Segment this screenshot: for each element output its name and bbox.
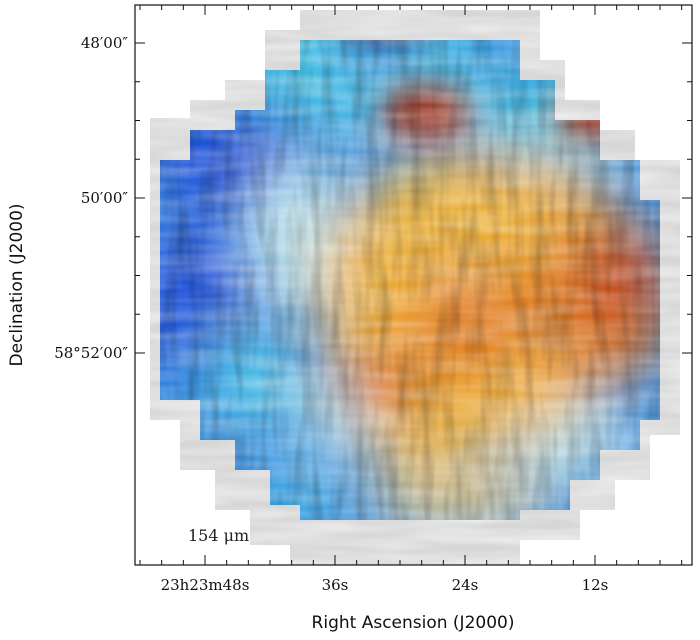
- x-tick-label: 12s: [582, 576, 609, 594]
- x-axis: 23h23m48s 36s 24s 12s: [139, 5, 683, 594]
- y-tick-label: 48′00″: [81, 34, 129, 52]
- y-tick-label: 50′00″: [81, 189, 129, 207]
- dust-emission-map: [150, 10, 680, 565]
- x-tick-label: 24s: [452, 576, 479, 594]
- y-tick-label: 58°52′00″: [54, 344, 128, 362]
- x-tick-label: 23h23m48s: [161, 576, 250, 594]
- x-tick-label: 36s: [322, 576, 349, 594]
- plot-frame: [134, 4, 693, 566]
- y-axis-title: Declination (J2000): [7, 203, 27, 366]
- band-label: 154 μm: [188, 526, 249, 545]
- y-axis: 58°52′00″50′00″48′00″46′00″: [54, 34, 692, 362]
- x-axis-title: Right Ascension (J2000): [312, 613, 515, 633]
